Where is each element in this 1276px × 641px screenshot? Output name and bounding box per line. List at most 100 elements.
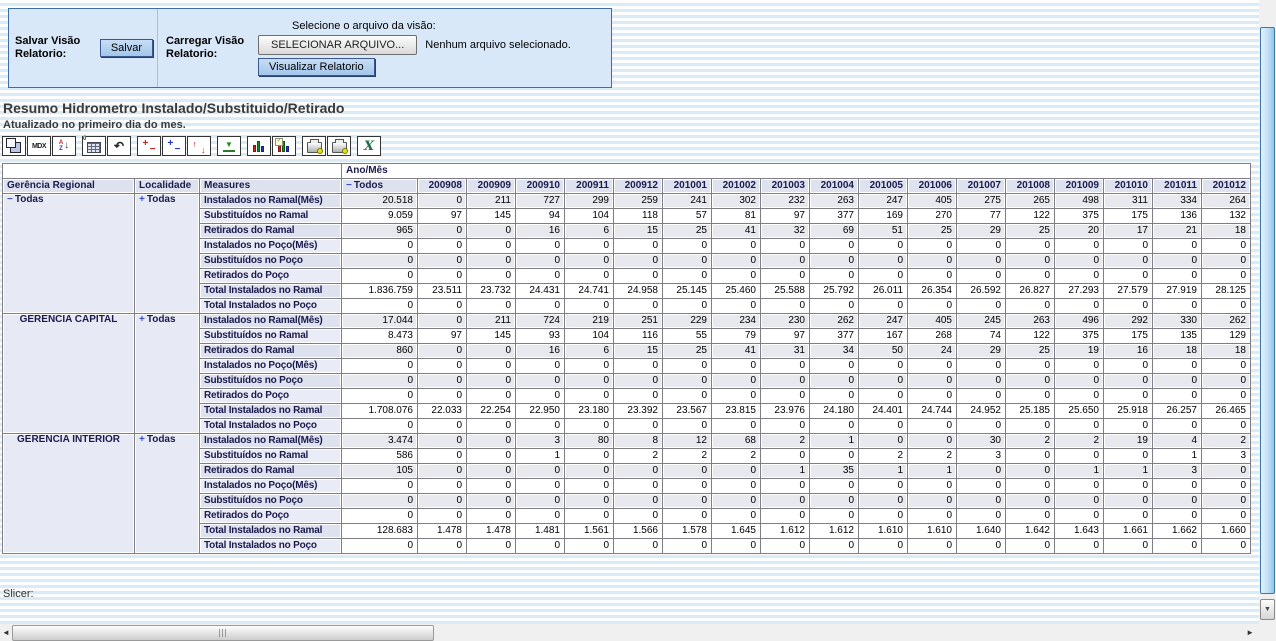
- data-cell: 3: [1201, 448, 1251, 464]
- data-cell: 80: [564, 433, 614, 449]
- data-cell: 0: [466, 448, 516, 464]
- data-cell: 0: [662, 508, 712, 524]
- drill-member-button[interactable]: + −: [162, 136, 186, 156]
- data-cell: 0: [1005, 373, 1055, 389]
- data-cell: 0: [711, 358, 761, 374]
- show-parent-members-button[interactable]: 0: [82, 135, 106, 156]
- data-cell: 263: [809, 193, 859, 209]
- hide-spans-icon: + −: [142, 137, 156, 155]
- expand-icon[interactable]: +: [139, 314, 145, 326]
- scroll-right-icon[interactable]: ►: [1246, 628, 1254, 637]
- data-cell: 34: [809, 343, 859, 359]
- mdx-editor-button[interactable]: MDX: [27, 136, 51, 156]
- data-cell: 0: [809, 268, 859, 284]
- data-cell: 41: [711, 343, 761, 359]
- chart-properties-button[interactable]: ✓: [272, 136, 296, 156]
- data-cell: 0: [662, 358, 712, 374]
- select-file-button[interactable]: SELECIONAR ARQUIVO...: [258, 35, 418, 55]
- data-cell: 0: [613, 463, 663, 479]
- olap-navigator-cube-button[interactable]: [2, 136, 26, 156]
- print-pdf-button[interactable]: [327, 136, 351, 156]
- data-cell: 0: [956, 298, 1006, 314]
- data-cell: 0: [564, 448, 614, 464]
- vertical-scrollbar[interactable]: ▼: [1259, 0, 1276, 624]
- data-cell: 0: [1152, 238, 1202, 254]
- data-cell: 16: [1103, 343, 1153, 359]
- data-cell: 25.792: [809, 283, 859, 299]
- data-cell: 0: [466, 358, 516, 374]
- expand-icon[interactable]: +: [139, 194, 145, 206]
- data-cell: 0: [1005, 253, 1055, 269]
- data-cell: 268: [907, 328, 957, 344]
- data-cell: 0: [515, 253, 565, 269]
- data-cell: 0: [466, 418, 516, 434]
- data-cell: 0: [417, 478, 467, 494]
- data-cell: 0: [858, 238, 908, 254]
- data-cell: 25: [662, 343, 712, 359]
- data-cell: 3: [1152, 463, 1202, 479]
- data-cell: 18: [1152, 343, 1202, 359]
- vertical-scrollbar-thumb[interactable]: [1260, 27, 1275, 594]
- drill-replace-button[interactable]: ↑ ↓: [187, 136, 211, 156]
- data-cell: 1.478: [417, 523, 467, 539]
- hide-spans-button[interactable]: + −: [137, 136, 161, 156]
- data-cell: 26.257: [1152, 403, 1202, 419]
- data-cell: 262: [1201, 313, 1251, 329]
- data-cell: 22.033: [417, 403, 467, 419]
- pivot-corner-cell: [2, 163, 342, 179]
- data-cell: 145: [466, 328, 516, 344]
- data-cell: 0: [1152, 253, 1202, 269]
- data-cell: 1: [858, 463, 908, 479]
- data-cell: 0: [662, 268, 712, 284]
- data-cell: 0: [417, 268, 467, 284]
- region-cell: GERENCIA INTERIOR: [2, 433, 135, 554]
- data-cell: 68: [711, 433, 761, 449]
- swap-axes-button[interactable]: ↶: [107, 136, 131, 156]
- data-cell: 0: [809, 358, 859, 374]
- data-cell: 69: [809, 223, 859, 239]
- data-cell: 25: [1005, 343, 1055, 359]
- horizontal-scrollbar-thumb[interactable]: [12, 625, 434, 641]
- data-cell: 0: [1201, 493, 1251, 509]
- drill-through-button[interactable]: ▼: [217, 136, 241, 156]
- print-properties-button[interactable]: [302, 136, 326, 156]
- data-cell: 1: [907, 463, 957, 479]
- data-cell: 0: [1201, 373, 1251, 389]
- data-cell: 0: [515, 493, 565, 509]
- expand-icon[interactable]: +: [139, 434, 145, 446]
- sort-az-button[interactable]: A Z ↓: [52, 136, 76, 156]
- export-excel-button[interactable]: X: [357, 136, 381, 156]
- data-cell: 0: [466, 388, 516, 404]
- data-cell: 26.827: [1005, 283, 1055, 299]
- data-cell: 0: [417, 313, 467, 329]
- data-cell: 0: [956, 388, 1006, 404]
- horizontal-scrollbar[interactable]: ◄ ►: [0, 624, 1259, 641]
- data-cell: 0: [1005, 358, 1055, 374]
- view-report-button[interactable]: Visualizar Relatorio: [258, 58, 375, 76]
- column-header: 201008: [1005, 178, 1055, 194]
- data-cell: 27.919: [1152, 283, 1202, 299]
- scroll-left-icon[interactable]: ◄: [2, 628, 10, 637]
- chart-properties-icon: [278, 140, 290, 152]
- page-title: Resumo Hidrometro Instalado/Substituido/…: [3, 100, 345, 116]
- data-cell: 0: [858, 298, 908, 314]
- data-cell: 0: [858, 253, 908, 269]
- data-cell: 1.610: [858, 523, 908, 539]
- measure-label: Retirados do Poço: [199, 508, 342, 524]
- show-chart-button[interactable]: [247, 136, 271, 156]
- row-axis-header-1: Localidade: [134, 178, 200, 194]
- scroll-down-button[interactable]: ▼: [1260, 599, 1275, 620]
- row-axis-header-2: Measures: [199, 178, 342, 194]
- data-cell: 0: [1103, 238, 1153, 254]
- data-cell: 1.610: [907, 523, 957, 539]
- collapse-icon[interactable]: −: [7, 194, 13, 206]
- mdx-icon: MDX: [31, 142, 47, 150]
- data-cell: 0: [466, 253, 516, 269]
- data-cell: 0: [613, 373, 663, 389]
- collapse-icon[interactable]: −: [346, 180, 352, 191]
- data-cell: 0: [760, 253, 810, 269]
- data-cell: 1.661: [1103, 523, 1153, 539]
- save-button[interactable]: Salvar: [99, 39, 153, 57]
- data-cell: 2: [1005, 433, 1055, 449]
- data-cell: 0: [515, 388, 565, 404]
